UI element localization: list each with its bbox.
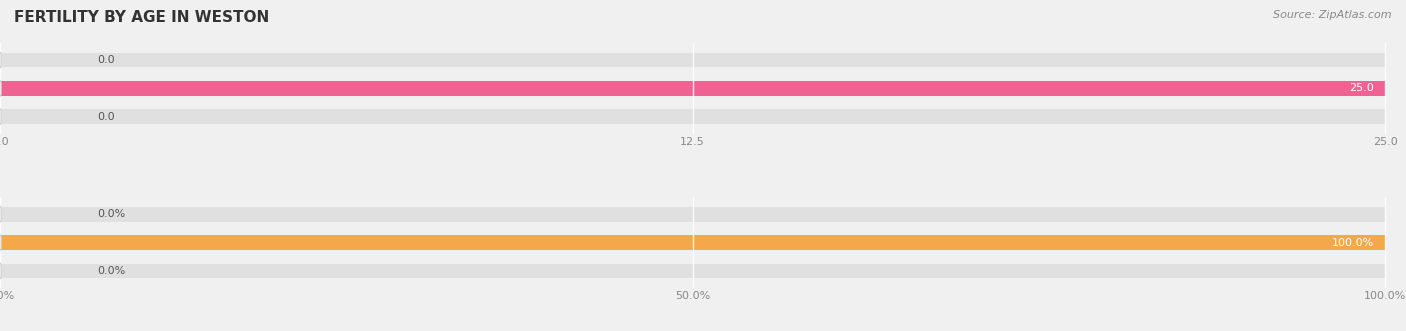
- Bar: [0, 235, 1385, 250]
- Bar: [0, 53, 1385, 68]
- Text: 25.0: 25.0: [1350, 83, 1374, 93]
- Bar: [0, 81, 1385, 96]
- Bar: [0, 235, 1385, 250]
- Bar: [0, 109, 1385, 124]
- Text: 100.0%: 100.0%: [1331, 238, 1374, 248]
- Bar: [0, 81, 1385, 96]
- Text: Source: ZipAtlas.com: Source: ZipAtlas.com: [1274, 10, 1392, 20]
- Text: 0.0%: 0.0%: [97, 266, 125, 276]
- Text: FERTILITY BY AGE IN WESTON: FERTILITY BY AGE IN WESTON: [14, 10, 270, 25]
- Text: 0.0%: 0.0%: [97, 209, 125, 219]
- Bar: [0, 207, 1385, 222]
- Bar: [0, 263, 1385, 278]
- Text: 0.0: 0.0: [97, 55, 114, 65]
- Text: 0.0: 0.0: [97, 112, 114, 122]
